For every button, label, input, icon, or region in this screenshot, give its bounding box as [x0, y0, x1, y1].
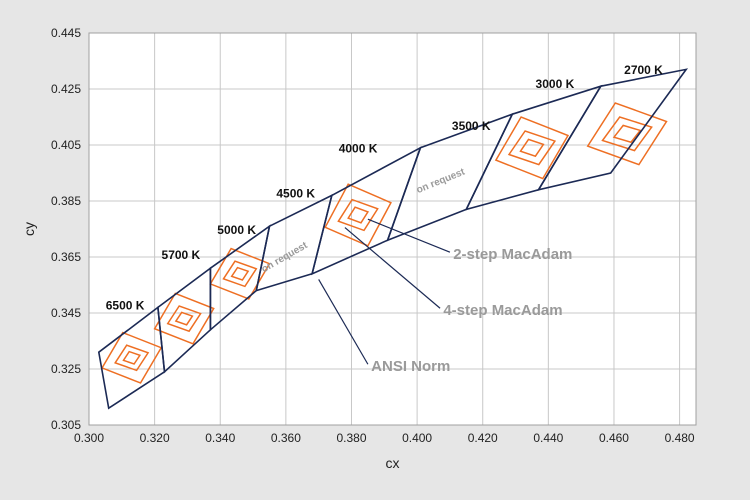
callout-line: [344, 227, 441, 309]
y-tick-label: 0.425: [51, 82, 81, 96]
callout-label: ANSI Norm: [371, 358, 450, 375]
macadam-group: [494, 116, 570, 180]
y-tick-label: 0.305: [51, 418, 81, 432]
x-tick-label: 0.420: [468, 431, 498, 445]
x-tick-label: 0.460: [599, 431, 629, 445]
macadam-ellipse: [324, 183, 392, 247]
y-tick-label: 0.405: [51, 138, 81, 152]
x-tick-label: 0.480: [665, 431, 695, 445]
macadam-group: [209, 247, 271, 300]
grid: [88, 32, 697, 426]
y-tick-label: 0.385: [51, 194, 81, 208]
callout-label: 4-step MacAdam: [443, 302, 562, 319]
cct-label: 2700 K: [624, 63, 663, 77]
macadam-group: [153, 292, 215, 345]
macadam-ellipse: [122, 350, 142, 365]
cct-label: 4500 K: [276, 186, 315, 200]
y-tick-label: 0.365: [51, 250, 81, 264]
x-tick-label: 0.440: [533, 431, 563, 445]
macadam-ellipse: [494, 116, 570, 180]
y-axis-title: cy: [21, 222, 37, 236]
cct-label: 4000 K: [339, 142, 378, 156]
plot-frame: [88, 32, 697, 426]
x-tick-label: 0.340: [205, 431, 235, 445]
macadam-ellipse: [601, 116, 653, 152]
cct-label: 5000 K: [217, 223, 256, 237]
cct-label: 3500 K: [452, 119, 491, 133]
cct-label: 3000 K: [536, 77, 575, 91]
x-tick-label: 0.320: [140, 431, 170, 445]
chart-marks: [97, 68, 689, 410]
tick-labels: 0.300 0.320 0.340 0.360 0.380 0.400 0.420 0.440…: [51, 26, 695, 445]
macadam-ellipse: [347, 206, 370, 224]
macadam-ellipse: [209, 247, 271, 300]
x-axis-title: cx: [386, 455, 400, 471]
callout-label: 2-step MacAdam: [453, 246, 572, 263]
macadam-ellipse: [222, 260, 258, 288]
macadam-ellipse: [153, 292, 215, 345]
x-tick-label: 0.360: [271, 431, 301, 445]
macadam-group: [101, 331, 163, 384]
macadam-ellipse: [519, 138, 545, 158]
x-tick-label: 0.300: [74, 431, 104, 445]
macadam-ellipse: [507, 130, 557, 166]
callout-line: [318, 279, 369, 365]
cct-label: 5700 K: [162, 248, 201, 262]
x-tick-label: 0.380: [336, 431, 366, 445]
macadam-ellipse: [230, 266, 250, 281]
y-tick-label: 0.325: [51, 362, 81, 376]
y-tick-label: 0.345: [51, 306, 81, 320]
macadam-ellipse: [101, 331, 163, 384]
macadam-ellipse: [337, 198, 379, 232]
macadam-ellipse: [114, 344, 150, 372]
macadam-ellipse: [166, 305, 202, 333]
macadam-group: [324, 183, 392, 247]
macadam-ellipse: [174, 311, 194, 326]
y-tick-label: 0.445: [51, 26, 81, 40]
ansi-quad: [536, 68, 689, 192]
callout-lines: [318, 218, 451, 365]
macadam-ellipse: [612, 124, 642, 144]
callout-line: [367, 218, 451, 253]
cct-label: 6500 K: [106, 298, 145, 312]
x-tick-label: 0.400: [402, 431, 432, 445]
